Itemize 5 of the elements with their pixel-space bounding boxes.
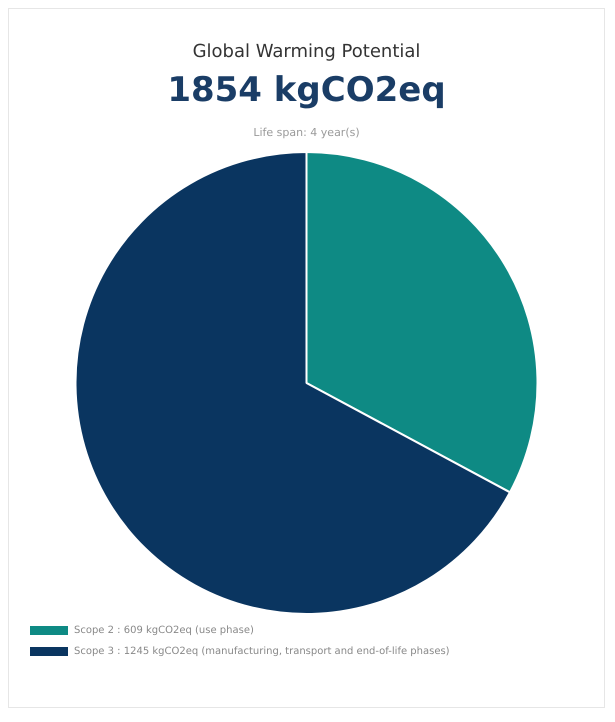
chart-subtitle: 1854 kgCO2eq xyxy=(166,70,447,110)
legend-label: Scope 3 : 1245 kgCO2eq (manufacturing, transport and end-of-life phases) xyxy=(74,646,450,658)
chart-title: Global Warming Potential xyxy=(192,40,422,62)
legend-label: Scope 2 : 609 kgCO2eq (use phase) xyxy=(74,625,254,636)
text: Life span: 4 year(s) xyxy=(252,126,361,139)
